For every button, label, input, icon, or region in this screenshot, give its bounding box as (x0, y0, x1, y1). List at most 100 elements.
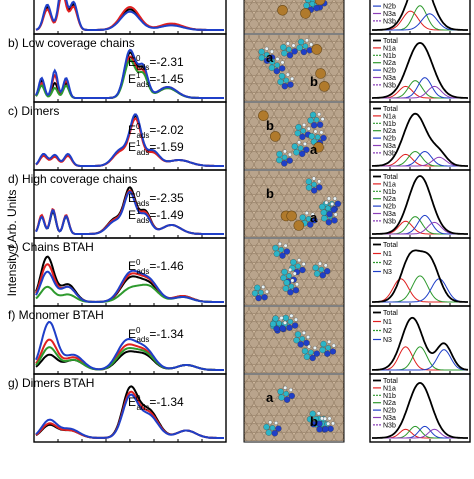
surface-atom (261, 372, 267, 373)
surface-atom (249, 423, 259, 433)
molecule-atom (295, 124, 302, 131)
surface-atom (294, 363, 304, 373)
molecule-atom (319, 203, 326, 211)
surface-atom (301, 372, 307, 373)
surface-atom (331, 236, 337, 237)
surface-atom (311, 440, 317, 441)
spectrum-line-c-blue (35, 113, 224, 167)
legend-entry-n1a: N1a (383, 181, 396, 188)
surface-atom (304, 57, 314, 68)
molecule-atom (331, 421, 335, 426)
adatom (258, 110, 269, 121)
surface-atom (344, 279, 353, 288)
surface-atom (301, 236, 307, 237)
surface-atom (244, 91, 254, 101)
legend-entry-n1: N1 (383, 251, 392, 258)
molecule-atom (294, 130, 301, 137)
surface-atom (291, 100, 297, 101)
molecule-atom (297, 38, 305, 46)
molecule-atom (303, 353, 311, 360)
molecule-atom (294, 331, 302, 338)
molecule-atom (286, 46, 292, 53)
surface-atom (249, 321, 259, 331)
surface-atom (259, 219, 269, 229)
molecule-atom (300, 48, 308, 56)
surface-atom (309, 321, 319, 331)
surface-atom (314, 278, 324, 289)
surface-atom (294, 431, 304, 441)
molecule-atom (320, 416, 324, 421)
surface-atom (329, 83, 339, 93)
legend-entry-total: Total (383, 378, 398, 385)
surface-atom (299, 171, 309, 178)
molecule-atom (324, 350, 331, 357)
surface-atom (279, 355, 289, 365)
surface-atom (269, 202, 279, 212)
molecule-atom (307, 117, 314, 124)
surface-atom (284, 125, 294, 136)
surface-atom (309, 389, 319, 399)
surface-atom (244, 171, 249, 178)
surface-atom (324, 295, 334, 305)
surface-atom (344, 41, 353, 50)
panel-label-f: f) Monomer BTAH (8, 308, 104, 322)
surface-atom (244, 142, 254, 153)
surface-atom (244, 440, 247, 441)
molecule-atom (293, 337, 300, 344)
molecule-atom (325, 219, 332, 226)
molecule-atom (278, 246, 284, 253)
surface-atom (254, 397, 264, 408)
molecule-atom (276, 320, 282, 327)
site-marker-a: a (266, 390, 274, 405)
surface-atom (269, 117, 279, 127)
molecule-atom (326, 210, 333, 218)
surface-atom (311, 236, 317, 237)
surface-atom (269, 219, 279, 229)
surface-atom (324, 431, 334, 441)
surface-atom (314, 227, 324, 237)
surface-atom (344, 11, 353, 20)
surface-atom (244, 40, 254, 51)
molecule-atom (273, 250, 280, 257)
surface-atom (289, 239, 299, 246)
surface-atom (299, 307, 309, 314)
surface-atom (264, 244, 274, 255)
surface-atom (259, 103, 269, 110)
legend-entry-n3: N3 (383, 269, 392, 276)
total-peak-c (371, 112, 468, 167)
legend-entry-n2b: N2b (383, 4, 396, 11)
surface-atom (244, 431, 254, 441)
surface-atom (271, 236, 277, 237)
surface-atom (314, 57, 324, 68)
molecule-atom (291, 322, 299, 329)
molecule-atom (277, 241, 282, 246)
surface-atom (254, 27, 264, 33)
surface-atom (329, 66, 339, 76)
total-peak-e (372, 249, 468, 303)
surface-atom (334, 363, 344, 373)
surface-atom (329, 171, 339, 178)
surface-atom (259, 83, 269, 93)
adatom (277, 5, 288, 16)
surface-atom (321, 168, 327, 169)
surface-atom (314, 244, 324, 255)
surface-atom (264, 74, 274, 85)
surface-atom (284, 346, 294, 357)
surface-atom (319, 151, 329, 161)
molecule-atom (293, 149, 300, 156)
surface-atom (344, 432, 353, 441)
molecule-atom (268, 58, 276, 65)
surface-atom (324, 10, 334, 21)
surface-atom (279, 307, 289, 314)
surface-atom (281, 440, 287, 441)
surface-atom (319, 307, 329, 314)
molecule-atom (299, 133, 306, 141)
molecule-atom (280, 60, 285, 65)
molecule-atom (281, 268, 288, 276)
surface-atom (249, 355, 259, 365)
molecule-atom (331, 343, 336, 348)
surface-atom (324, 227, 334, 237)
surface-atom (244, 66, 249, 76)
molecule-atom (287, 81, 294, 88)
